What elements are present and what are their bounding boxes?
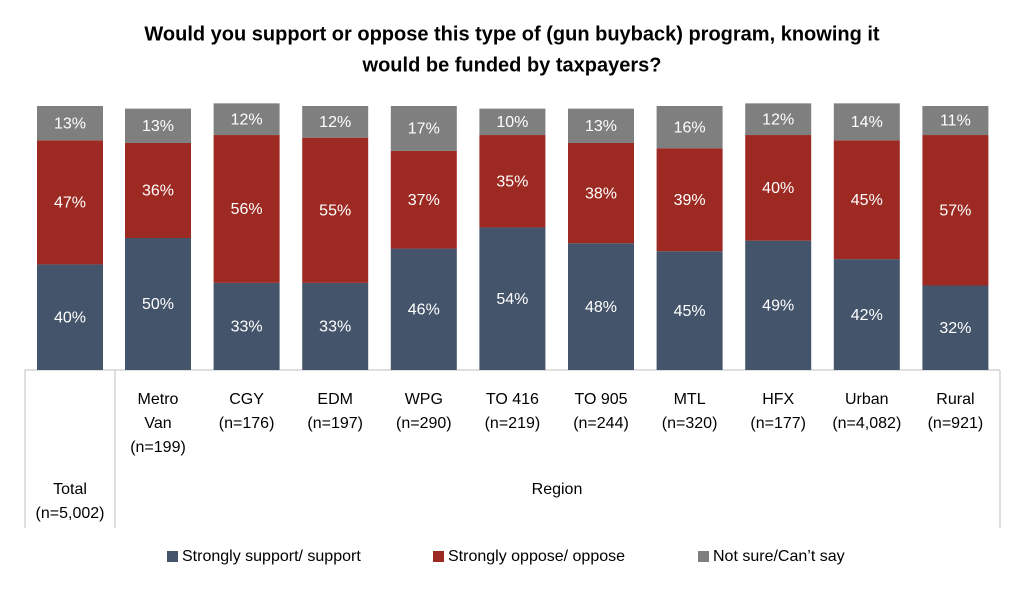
- data-label: 50%: [142, 296, 174, 313]
- x-tick-label: WPG: [405, 391, 443, 408]
- x-tick-label: HFX: [762, 391, 794, 408]
- bar-segment: [656, 251, 723, 370]
- data-label: 39%: [674, 192, 706, 209]
- bar-segment: [745, 135, 812, 241]
- bar-segment: [125, 108, 191, 143]
- bar-segment: [922, 285, 989, 370]
- chart-title: Would you support or oppose this type of…: [144, 23, 880, 45]
- bar-segment: [302, 282, 369, 370]
- x-tick-label: (n=197): [307, 415, 363, 432]
- data-label: 33%: [319, 319, 351, 336]
- legend-label: Not sure/Can’t say: [713, 548, 845, 565]
- legend-label: Strongly oppose/ oppose: [448, 548, 625, 565]
- bar-segment: [833, 259, 900, 370]
- bar-segment: [390, 150, 457, 249]
- bar-segment: [125, 238, 191, 370]
- data-label: 12%: [762, 111, 794, 128]
- data-label: 35%: [496, 173, 528, 190]
- x-tick-label: (n=177): [750, 415, 806, 432]
- x-tick-label: CGY: [229, 391, 264, 408]
- legend-swatch: [433, 551, 444, 562]
- x-tick-label: Total: [53, 481, 87, 498]
- data-label: 55%: [319, 202, 351, 219]
- bar-segment: [568, 243, 634, 370]
- x-tick-label: Van: [144, 415, 171, 432]
- data-label: 14%: [851, 114, 883, 131]
- bar-segment: [125, 142, 191, 238]
- x-tick-label: (n=4,082): [832, 415, 901, 432]
- data-label: 56%: [231, 201, 263, 218]
- bar-segment: [302, 106, 369, 138]
- bar-segment: [213, 135, 280, 283]
- x-tick-label: (n=320): [662, 415, 718, 432]
- data-label: 32%: [939, 320, 971, 337]
- bar-segment: [479, 227, 546, 370]
- x-tick-label: MTL: [674, 391, 706, 408]
- data-label: 49%: [762, 298, 794, 315]
- x-tick-label: Metro: [138, 391, 179, 408]
- bar-segment: [922, 135, 989, 286]
- bar-segment: [568, 108, 634, 143]
- x-tick-label: (n=921): [928, 415, 984, 432]
- x-tick-label: (n=219): [485, 415, 541, 432]
- bar-segment: [922, 106, 989, 136]
- data-label: 46%: [408, 301, 440, 318]
- data-label: 42%: [851, 307, 883, 324]
- data-label: 11%: [940, 113, 971, 130]
- legend-swatch: [698, 551, 709, 562]
- group-label: Region: [532, 481, 583, 498]
- legend-label: Strongly support/ support: [182, 548, 361, 565]
- data-label: 33%: [231, 319, 263, 336]
- x-tick-label: (n=244): [573, 415, 629, 432]
- data-label: 47%: [54, 195, 86, 212]
- bar-segment: [656, 106, 723, 149]
- data-label: 40%: [762, 180, 794, 197]
- chart-title: would be funded by taxpayers?: [362, 54, 662, 76]
- x-tick-label: Rural: [936, 391, 974, 408]
- data-label: 12%: [319, 114, 351, 131]
- bar-segment: [745, 103, 812, 136]
- data-label: 57%: [939, 202, 971, 219]
- bar-segment: [390, 106, 457, 151]
- bar-segment: [37, 140, 103, 265]
- bar-segment: [479, 108, 546, 136]
- data-label: 17%: [408, 121, 440, 138]
- data-label: 40%: [54, 309, 86, 326]
- data-label: 37%: [408, 192, 440, 209]
- bar-segment: [213, 282, 280, 370]
- x-tick-label: TO 905: [574, 391, 627, 408]
- x-tick-label: TO 416: [486, 391, 539, 408]
- x-tick-label: (n=199): [130, 439, 186, 456]
- data-label: 45%: [851, 192, 883, 209]
- data-label: 36%: [142, 183, 174, 200]
- data-label: 48%: [585, 299, 617, 316]
- x-tick-label: Urban: [845, 391, 889, 408]
- bar-segment: [479, 135, 546, 228]
- data-label: 16%: [674, 119, 706, 136]
- x-tick-label: (n=5,002): [36, 505, 105, 522]
- bar-segment: [37, 264, 103, 370]
- bar-segment: [302, 137, 369, 283]
- x-tick-label: (n=176): [219, 415, 275, 432]
- data-label: 10%: [496, 114, 528, 131]
- data-label: 38%: [585, 185, 617, 202]
- bar-segment: [568, 142, 634, 244]
- data-label: 12%: [231, 111, 263, 128]
- data-label: 45%: [674, 303, 706, 320]
- bar-segment: [37, 106, 103, 141]
- data-label: 13%: [54, 115, 86, 132]
- data-label: 54%: [496, 291, 528, 308]
- data-label: 13%: [142, 118, 174, 135]
- bar-segment: [390, 248, 457, 370]
- legend-swatch: [167, 551, 178, 562]
- data-label: 13%: [585, 118, 617, 135]
- bar-segment: [656, 148, 723, 252]
- bar-segment: [833, 103, 900, 141]
- x-tick-label: EDM: [317, 391, 353, 408]
- bar-segment: [745, 240, 812, 370]
- x-tick-label: (n=290): [396, 415, 452, 432]
- bar-segment: [833, 140, 900, 260]
- bar-segment: [213, 103, 280, 136]
